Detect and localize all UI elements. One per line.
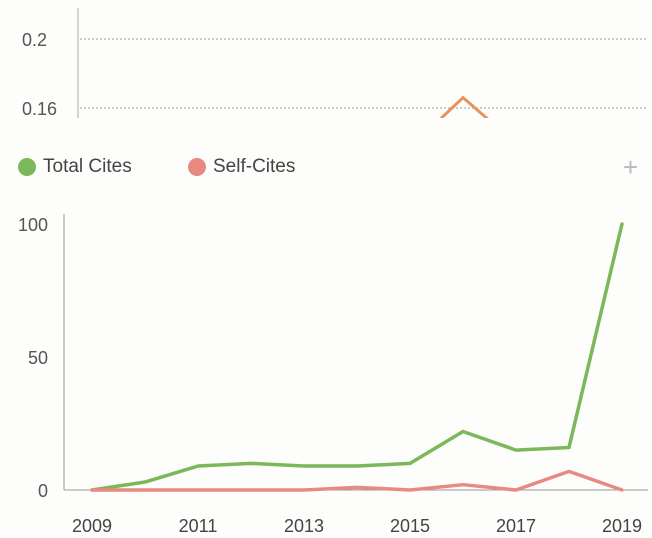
top-chart: 0.2 0.16 [0, 8, 652, 120]
main-chart: 100 50 0 2009 2011 2013 2015 2017 2019 [18, 214, 648, 536]
top-y-tick-label: 0.16 [22, 99, 57, 119]
x-tick-label: 2013 [284, 516, 324, 536]
x-tick-label: 2009 [72, 516, 112, 536]
legend-item-total-cites[interactable]: Total Cites [18, 156, 132, 178]
top-crop-edge [0, 118, 652, 120]
y-tick-label: 50 [28, 348, 48, 368]
legend-item-self-cites[interactable]: Self-Cites [188, 156, 295, 178]
legend-label-self-cites: Self-Cites [213, 156, 296, 177]
total-cites-dot-icon [18, 158, 36, 176]
legend-label-total-cites: Total Cites [43, 156, 132, 177]
series-line-self-cites [90, 469, 624, 492]
plus-icon[interactable]: + [622, 152, 638, 182]
self-cites-dot-icon [188, 158, 206, 176]
x-tick-label: 2011 [179, 516, 218, 536]
legend: Total Cites Self-Cites + [0, 152, 652, 192]
series-line-total-cites [90, 222, 624, 492]
y-tick-label: 0 [38, 481, 48, 501]
top-y-tick-label: 0.2 [22, 30, 47, 50]
x-tick-label: 2015 [390, 516, 430, 536]
top-series-line [439, 95, 492, 120]
x-tick-label: 2017 [496, 516, 536, 536]
y-tick-label: 100 [18, 215, 48, 235]
x-tick-label: 2019 [602, 516, 642, 536]
